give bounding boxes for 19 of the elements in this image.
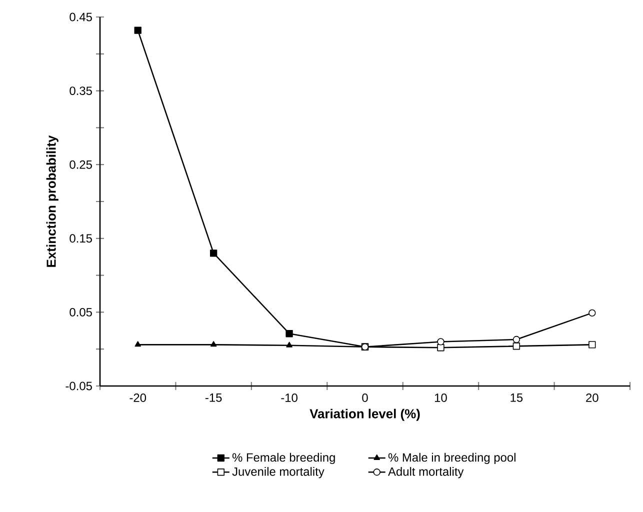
y-tick-label: 0.45 xyxy=(70,12,92,22)
x-tick-label: 20 xyxy=(586,394,598,402)
y-tick-label: 0.15 xyxy=(70,234,92,243)
legend-label: Juvenile mortality xyxy=(232,467,324,478)
legend-label: Adult mortality xyxy=(388,467,464,478)
x-tick-label: -15 xyxy=(205,394,222,402)
y-tick-label: -0.05 xyxy=(66,382,92,390)
y-tick-label: 0.35 xyxy=(70,86,92,96)
x-tick-label: 10 xyxy=(434,394,447,402)
legend-label: % Female breeding xyxy=(232,452,335,464)
x-tick-label: 0 xyxy=(362,394,368,402)
y-tick-label: 0.05 xyxy=(70,308,92,316)
x-tick-label: -10 xyxy=(281,394,298,402)
legend-label: % Male in breeding pool xyxy=(388,452,516,464)
y-axis-title: Extinction probability xyxy=(46,135,58,267)
y-tick-label: 0.25 xyxy=(70,160,92,169)
x-tick-label: -20 xyxy=(130,394,146,402)
x-tick-label: 15 xyxy=(510,394,523,402)
x-axis-title: Variation level (%) xyxy=(310,408,420,421)
